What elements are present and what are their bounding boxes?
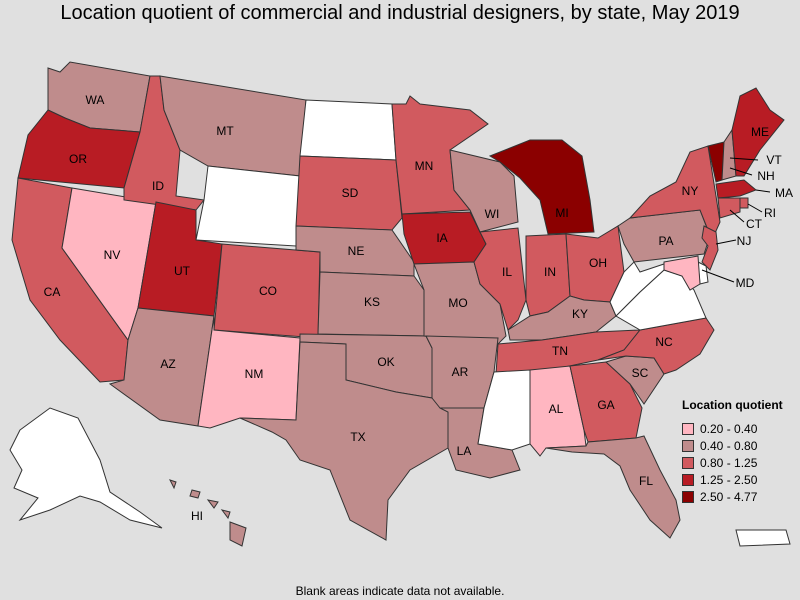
label-md: MD xyxy=(736,276,755,290)
footnote: Blank areas indicate data not available. xyxy=(295,584,505,598)
label-al: AL xyxy=(549,402,564,416)
legend-item: 1.25 - 2.50 xyxy=(682,471,800,488)
state-wy xyxy=(195,165,301,247)
label-ga: GA xyxy=(597,398,614,412)
state-md xyxy=(663,255,701,291)
label-sc: SC xyxy=(632,366,649,380)
label-ca: CA xyxy=(44,285,61,299)
state-ct xyxy=(717,197,741,219)
label-mo: MO xyxy=(448,296,467,310)
leader-lines xyxy=(701,157,771,283)
state-nd xyxy=(299,99,397,161)
label-sd: SD xyxy=(342,186,359,200)
state-me xyxy=(731,87,785,177)
label-tx: TX xyxy=(350,430,365,444)
legend-swatch xyxy=(682,473,694,486)
label-ut: UT xyxy=(174,264,191,278)
legend-item: 0.40 - 0.80 xyxy=(682,437,800,454)
label-ma: MA xyxy=(775,186,793,200)
legend-label: 2.50 - 4.77 xyxy=(700,489,758,504)
state-ny xyxy=(628,145,721,242)
label-tn: TN xyxy=(552,344,568,358)
map-title: Location quotient of commercial and indu… xyxy=(60,2,740,24)
state-tx xyxy=(239,341,449,541)
state-ak xyxy=(9,407,163,529)
label-nc: NC xyxy=(655,335,673,349)
label-in: IN xyxy=(544,265,556,279)
legend-swatch xyxy=(682,456,694,469)
state-labels: WA OR CA NV ID MT UT CO AZ NM SD NE KS O… xyxy=(44,93,793,523)
label-nm: NM xyxy=(245,367,264,381)
label-co: CO xyxy=(259,284,277,298)
label-ar: AR xyxy=(452,365,469,379)
label-nh: NH xyxy=(757,169,774,183)
label-wa: WA xyxy=(86,93,105,107)
state-ma xyxy=(715,179,757,199)
label-ny: NY xyxy=(682,184,699,198)
state-sd xyxy=(295,155,403,231)
label-ks: KS xyxy=(364,295,380,309)
legend-label: 0.40 - 0.80 xyxy=(700,438,758,453)
label-pa: PA xyxy=(658,234,673,248)
label-fl: FL xyxy=(639,474,653,488)
label-or: OR xyxy=(69,152,87,166)
label-ne: NE xyxy=(348,244,365,258)
label-la: LA xyxy=(457,444,472,458)
label-wi: WI xyxy=(485,207,500,221)
label-id: ID xyxy=(152,179,164,193)
state-ri xyxy=(739,197,749,209)
label-ct: CT xyxy=(746,217,763,231)
label-ri: RI xyxy=(764,206,776,220)
state-pr xyxy=(735,529,791,547)
label-nj: NJ xyxy=(737,234,752,248)
legend-item: 0.20 - 0.40 xyxy=(682,420,800,437)
legend-label: 0.80 - 1.25 xyxy=(700,455,758,470)
label-mt: MT xyxy=(216,124,234,138)
state-il xyxy=(473,227,527,331)
label-ok: OK xyxy=(377,355,394,369)
state-mn xyxy=(391,95,489,215)
label-il: IL xyxy=(502,265,512,279)
label-vt: VT xyxy=(766,153,782,167)
legend-swatch xyxy=(682,439,694,452)
state-mi xyxy=(488,139,595,235)
state-nc xyxy=(597,317,715,375)
legend-label: 1.25 - 2.50 xyxy=(700,472,758,487)
state-hi xyxy=(169,479,247,547)
label-me: ME xyxy=(751,125,769,139)
label-ia: IA xyxy=(436,231,447,245)
legend-item: 2.50 - 4.77 xyxy=(682,488,800,505)
label-mn: MN xyxy=(415,159,434,173)
label-nv: NV xyxy=(104,248,121,262)
label-az: AZ xyxy=(160,357,175,371)
state-fl xyxy=(545,435,681,539)
label-mi: MI xyxy=(555,206,568,220)
label-ky: KY xyxy=(572,307,588,321)
legend-swatch xyxy=(682,490,694,503)
legend-title: Location quotient xyxy=(682,398,783,412)
legend-swatch xyxy=(682,422,694,435)
legend: Location quotient 0.20 - 0.40 0.40 - 0.8… xyxy=(682,398,800,505)
legend-item: 0.80 - 1.25 xyxy=(682,454,800,471)
legend-label: 0.20 - 0.40 xyxy=(700,421,758,436)
label-oh: OH xyxy=(589,256,607,270)
label-hi: HI xyxy=(191,509,203,523)
